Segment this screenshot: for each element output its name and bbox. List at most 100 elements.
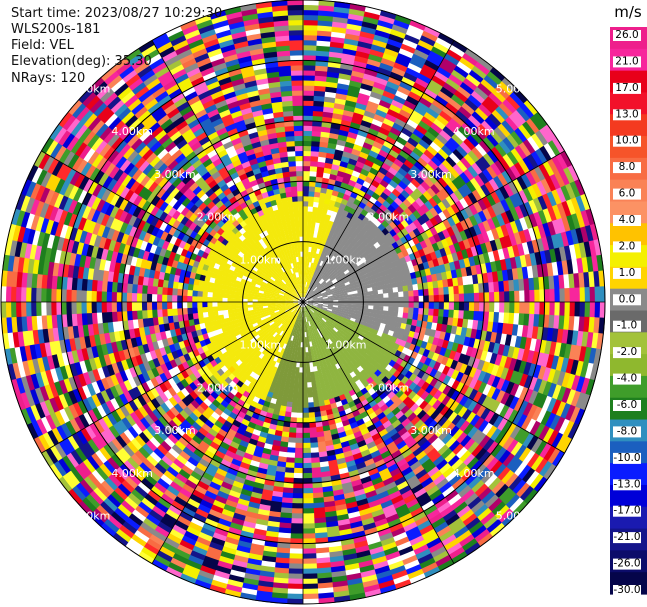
velocity-gate <box>331 26 348 34</box>
velocity-gate <box>566 259 574 275</box>
velocity-gate <box>354 138 365 148</box>
velocity-gate <box>388 212 397 222</box>
velocity-gate <box>315 55 330 62</box>
velocity-gate <box>306 377 312 383</box>
velocity-gate <box>300 347 303 353</box>
velocity-gate <box>559 288 566 303</box>
velocity-gate <box>375 109 388 119</box>
velocity-gate <box>459 141 472 155</box>
velocity-gate <box>320 289 326 293</box>
velocity-gate <box>458 106 473 120</box>
velocity-gate <box>315 264 320 270</box>
velocity-gate <box>437 148 450 160</box>
velocity-gate <box>514 127 528 143</box>
velocity-gate <box>339 283 346 288</box>
velocity-gate <box>314 253 319 259</box>
velocity-gate <box>437 279 444 289</box>
velocity-gate <box>451 178 463 190</box>
velocity-gate <box>505 95 521 111</box>
velocity-gate <box>319 265 324 272</box>
velocity-gate <box>356 286 363 291</box>
velocity-gate <box>542 208 553 224</box>
velocity-gate <box>317 297 324 300</box>
velocity-gate <box>338 262 345 269</box>
velocity-gate <box>524 290 530 303</box>
velocity-gate <box>551 234 560 250</box>
velocity-gate <box>318 284 323 290</box>
velocity-gate <box>305 352 309 358</box>
velocity-gate <box>288 432 297 439</box>
velocity-gate <box>366 154 377 164</box>
velocity-gate <box>445 121 459 135</box>
velocity-gate <box>385 262 393 270</box>
velocity-gate <box>346 249 354 256</box>
velocity-gate <box>303 190 310 197</box>
velocity-gate <box>291 503 303 509</box>
velocity-gate <box>311 292 316 297</box>
velocity-gate <box>373 273 380 279</box>
velocity-gate <box>313 257 318 264</box>
velocity-gate <box>389 272 396 279</box>
velocity-gate <box>579 287 586 303</box>
velocity-gate <box>302 412 310 419</box>
velocity-gate <box>393 62 409 73</box>
velocity-gate <box>428 235 437 245</box>
velocity-gate <box>494 291 500 303</box>
velocity-gate <box>335 234 342 242</box>
velocity-gate <box>363 295 369 299</box>
velocity-gate <box>311 140 321 147</box>
velocity-gate <box>452 163 464 176</box>
velocity-gate <box>306 226 312 232</box>
velocity-gate <box>423 288 430 296</box>
velocity-gate <box>395 57 411 68</box>
velocity-gate <box>319 217 326 225</box>
velocity-gate <box>310 262 314 268</box>
velocity-gate <box>556 261 564 276</box>
velocity-gate <box>298 377 303 383</box>
velocity-gate <box>564 302 571 317</box>
velocity-gate <box>450 234 459 245</box>
velocity-gate <box>514 290 520 303</box>
velocity-gate <box>506 268 514 281</box>
velocity-gate <box>378 166 389 176</box>
velocity-gate <box>329 41 345 49</box>
velocity-gate <box>326 291 333 295</box>
velocity-gate <box>323 275 329 281</box>
velocity-gate <box>352 143 364 152</box>
velocity-gate <box>321 249 326 257</box>
velocity-gate <box>308 246 312 253</box>
velocity-gate <box>531 133 545 150</box>
velocity-gate <box>481 99 496 114</box>
velocity-gate <box>384 273 391 281</box>
velocity-gate <box>303 39 318 46</box>
velocity-gate <box>384 85 398 96</box>
velocity-gate <box>317 264 322 271</box>
velocity-gate <box>546 191 558 208</box>
velocity-gate <box>554 171 566 188</box>
velocity-gate <box>521 266 529 280</box>
velocity-gate <box>377 195 386 205</box>
velocity-gate <box>514 218 524 233</box>
velocity-gate <box>330 276 336 282</box>
velocity-gate <box>541 236 550 252</box>
velocity-gate <box>504 302 510 314</box>
velocity-gate <box>307 266 311 273</box>
velocity-gate <box>401 104 415 115</box>
velocity-gate <box>452 277 459 287</box>
velocity-gate <box>509 194 520 209</box>
velocity-gate <box>310 291 316 296</box>
velocity-gate <box>467 236 476 248</box>
velocity-gate <box>376 71 391 82</box>
velocity-gate <box>497 123 512 138</box>
velocity-gate <box>428 197 438 208</box>
velocity-gate <box>434 265 442 275</box>
velocity-gate <box>305 292 308 298</box>
velocity-gate <box>388 297 395 303</box>
velocity-gate <box>403 267 411 275</box>
velocity-gate <box>403 307 409 314</box>
velocity-gate <box>356 272 364 278</box>
velocity-gate <box>299 367 303 373</box>
velocity-gate <box>307 397 314 403</box>
velocity-gate <box>315 258 320 265</box>
velocity-gate <box>495 84 511 100</box>
